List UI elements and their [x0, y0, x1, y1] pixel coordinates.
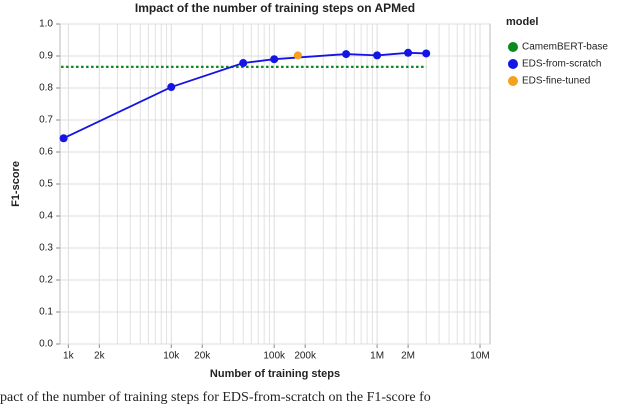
- data-point: [270, 55, 279, 64]
- y-tick-label: 1.0: [39, 19, 53, 30]
- y-tick-label: 0.5: [39, 179, 53, 190]
- y-tick-label: 0.9: [39, 51, 53, 62]
- y-tick-label: 0.4: [39, 211, 53, 222]
- x-tick-label: 1k: [63, 351, 75, 362]
- legend-swatch: [508, 76, 518, 86]
- data-point: [59, 134, 68, 143]
- y-tick-label: 0.6: [39, 147, 53, 158]
- data-point: [342, 50, 351, 59]
- data-point: [373, 51, 382, 60]
- x-tick-label: 10k: [163, 351, 180, 362]
- y-tick-label: 0.2: [39, 275, 53, 286]
- data-point: [422, 49, 431, 58]
- legend-swatch: [508, 59, 518, 69]
- x-tick-label: 2k: [94, 351, 106, 362]
- data-point: [404, 48, 413, 57]
- x-tick-label: 1M: [370, 351, 384, 362]
- y-tick-label: 0.7: [39, 115, 53, 126]
- legend-title: model: [506, 16, 538, 28]
- x-tick-label: 10M: [470, 351, 489, 362]
- data-point: [239, 59, 248, 68]
- chart-title: Impact of the number of training steps o…: [135, 1, 415, 15]
- y-tick-label: 0.8: [39, 83, 53, 94]
- data-point: [167, 83, 176, 92]
- legend-label: EDS-from-scratch: [522, 59, 601, 70]
- x-tick-label: 200k: [294, 351, 317, 362]
- caption: pact of the number of training steps for…: [0, 390, 431, 405]
- y-tick-label: 0.3: [39, 243, 53, 254]
- y-tick-label: 0.1: [39, 307, 53, 318]
- data-point: [293, 51, 302, 60]
- x-axis-label: Number of training steps: [210, 368, 340, 380]
- legend-label: CamemBERT-base: [522, 42, 608, 53]
- x-tick-label: 2M: [401, 351, 415, 362]
- x-tick-label: 20k: [194, 351, 211, 362]
- y-axis-label: F1-score: [10, 161, 22, 207]
- x-tick-label: 100k: [263, 351, 286, 362]
- legend-label: EDS-fine-tuned: [522, 76, 590, 87]
- legend-swatch: [508, 42, 518, 52]
- y-tick-label: 0.0: [39, 339, 53, 350]
- series-line: [63, 51, 427, 140]
